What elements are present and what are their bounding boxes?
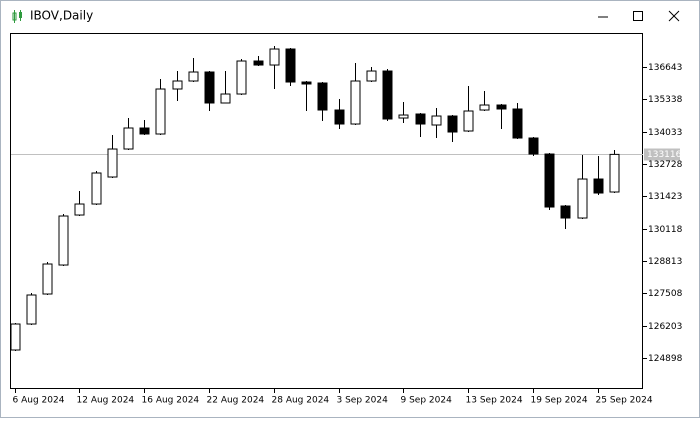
x-tick-label: 19 Sep 2024	[531, 396, 588, 406]
current-price-box	[644, 148, 680, 161]
candle-body	[431, 115, 442, 126]
candle-body	[42, 263, 53, 295]
y-tick-label: 126203	[648, 322, 682, 332]
candle-body	[107, 148, 118, 178]
x-tick-label: 22 Aug 2024	[207, 396, 265, 406]
candle-body	[155, 88, 166, 135]
candle-body	[350, 80, 361, 125]
candle-body	[172, 80, 183, 90]
candle-body	[58, 215, 69, 266]
y-tick-label: 134033	[648, 128, 682, 138]
minimize-button[interactable]	[589, 4, 617, 28]
candle-body	[139, 127, 150, 135]
x-tick-label: 3 Sep 2024	[337, 396, 389, 406]
y-tick-label: 131423	[648, 192, 682, 202]
close-button[interactable]	[659, 4, 689, 28]
x-tick-label: 25 Sep 2024	[596, 396, 653, 406]
y-tick-label: 130118	[648, 225, 683, 235]
y-tick-label: 135338	[648, 95, 683, 105]
candle-body	[188, 71, 199, 82]
candle-body	[463, 110, 474, 132]
current-price-label: 133116	[647, 150, 682, 160]
candle-body	[479, 104, 490, 111]
candle-body	[123, 127, 134, 150]
candle-body	[10, 323, 21, 351]
candle-body	[382, 70, 393, 120]
x-tick-label: 28 Aug 2024	[272, 396, 330, 406]
candle-body	[544, 153, 555, 208]
x-tick-label: 13 Sep 2024	[466, 396, 523, 406]
candle-body	[285, 48, 296, 83]
candle-body	[26, 294, 37, 325]
candle-body	[317, 82, 328, 111]
candle-body	[398, 114, 409, 119]
y-tick-label: 136643	[648, 63, 682, 73]
candle-body	[301, 81, 312, 85]
x-tick-label: 12 Aug 2024	[77, 396, 135, 406]
x-tick-label: 6 Aug 2024	[13, 396, 65, 406]
candle-body	[528, 137, 539, 155]
candle-body	[512, 108, 523, 139]
candle-body	[560, 205, 571, 219]
candle-body	[415, 113, 426, 125]
candle-body	[447, 115, 458, 133]
candle-body	[577, 178, 588, 219]
maximize-button[interactable]	[624, 4, 652, 28]
candle-body	[496, 104, 507, 110]
window-title: IBOV,Daily	[30, 9, 93, 23]
plot-area: 124898 126203 127508 128813 130118 131423 1327…	[10, 46, 683, 406]
candle-body	[91, 172, 102, 205]
candle-body	[269, 48, 280, 66]
candle-body	[236, 60, 247, 95]
app-icon	[12, 10, 22, 23]
y-tick-label: 128813	[648, 257, 682, 267]
candle-body	[593, 178, 604, 194]
title-bar: IBOV,Daily	[12, 4, 689, 28]
x-tick-label: 16 Aug 2024	[142, 396, 200, 406]
candle-body	[366, 70, 377, 82]
candle-body	[609, 153, 620, 193]
candle-body	[204, 71, 215, 104]
candle-body	[334, 109, 345, 125]
candle-body	[220, 93, 231, 104]
candle-body	[253, 60, 264, 66]
y-tick-label: 124898	[648, 354, 683, 364]
y-tick-label: 132728	[648, 160, 683, 170]
candle-body	[74, 203, 85, 216]
x-tick-label: 9 Sep 2024	[401, 396, 453, 406]
y-tick-label: 127508	[648, 289, 683, 299]
